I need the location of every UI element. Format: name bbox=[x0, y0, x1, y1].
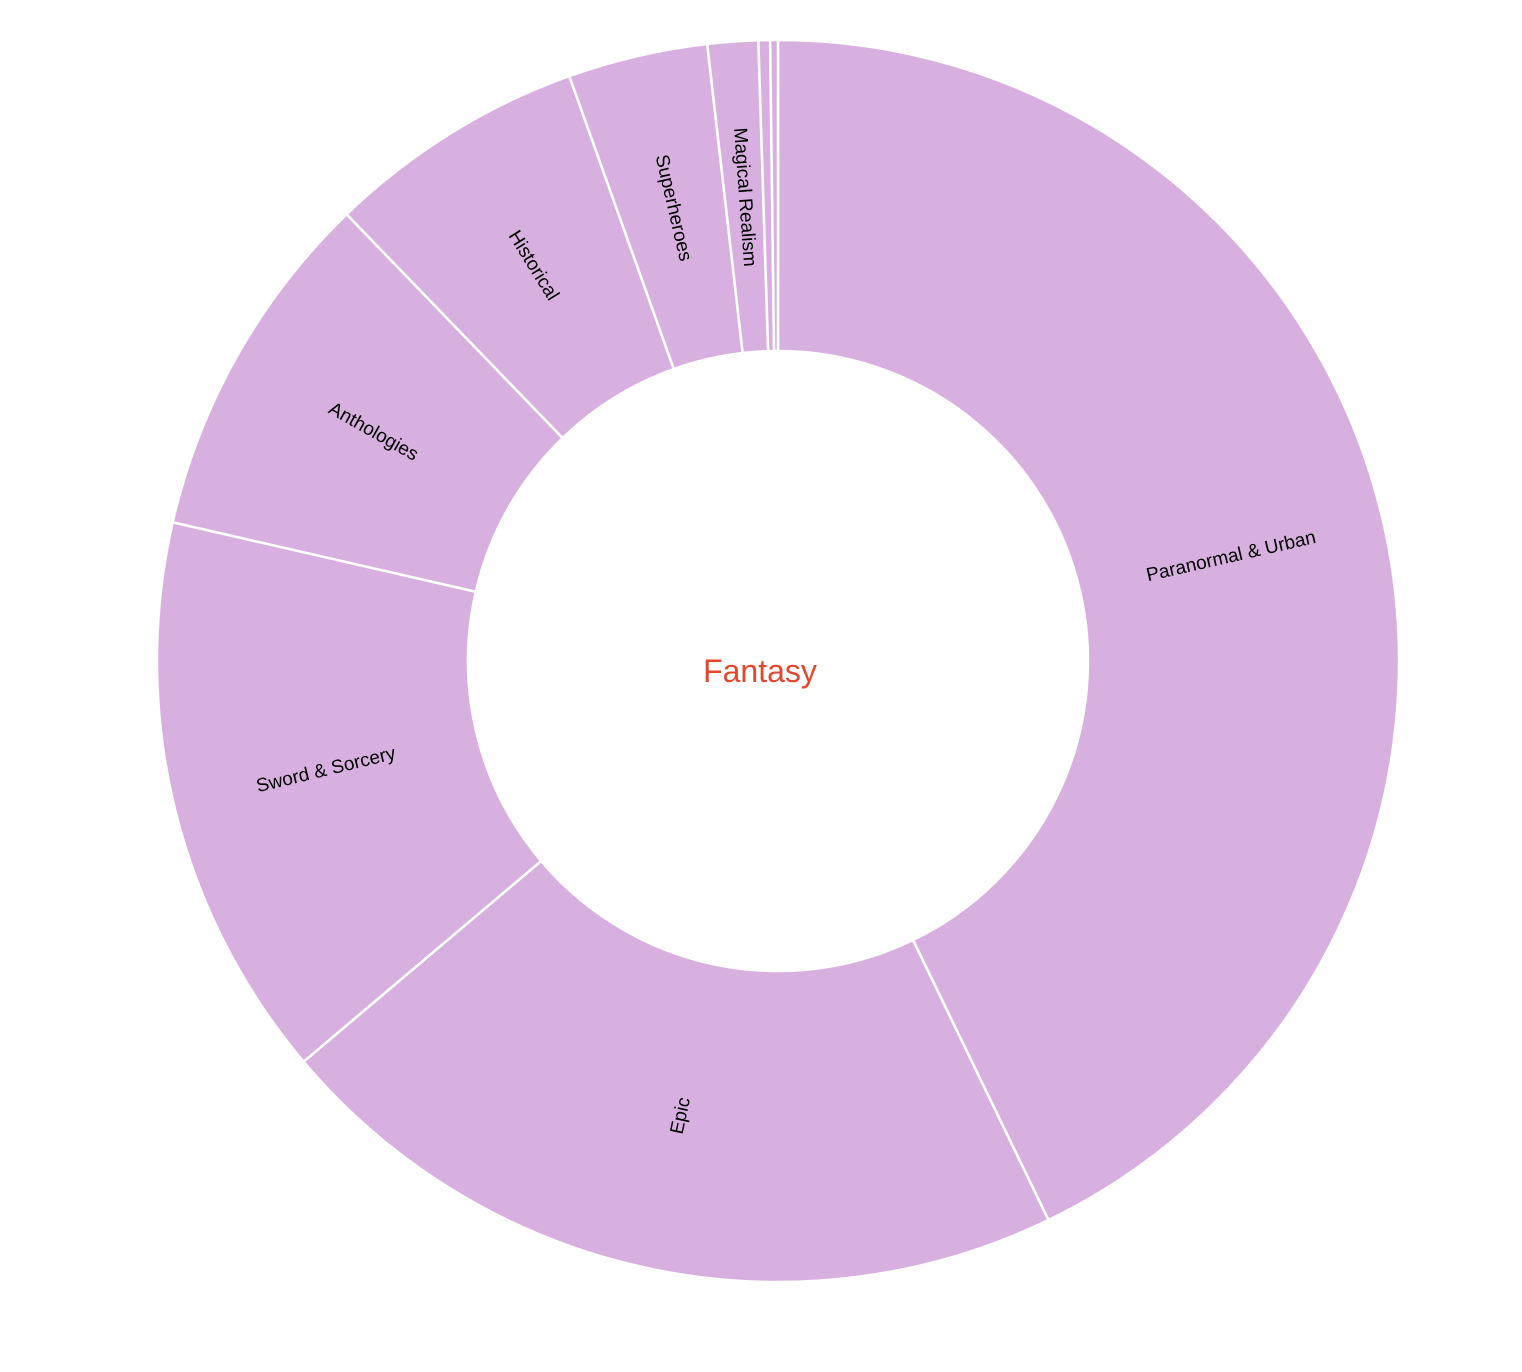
slice-8[interactable] bbox=[768, 38, 780, 353]
slice-3[interactable] bbox=[171, 212, 565, 594]
slices-group bbox=[155, 38, 1401, 1284]
slice-1[interactable] bbox=[301, 859, 1051, 1284]
slice-0[interactable] bbox=[776, 38, 1401, 1222]
slice-2[interactable] bbox=[155, 520, 543, 1064]
center-label[interactable]: Fantasy bbox=[703, 653, 817, 689]
